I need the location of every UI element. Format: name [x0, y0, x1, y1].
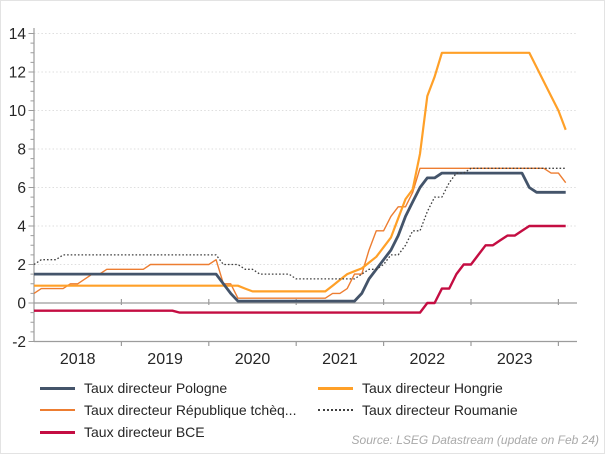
pologne-line-swatch-icon [40, 386, 75, 390]
legend-item-roumanie: Taux directeur Roumanie [318, 399, 585, 421]
svg-text:2021: 2021 [322, 351, 358, 368]
svg-text:-2: -2 [12, 334, 26, 351]
svg-text:0: 0 [17, 296, 26, 313]
svg-text:2020: 2020 [235, 351, 271, 368]
svg-text:2023: 2023 [497, 351, 533, 368]
svg-text:12: 12 [9, 65, 26, 82]
bce-line-swatch-icon [40, 430, 75, 434]
legend-label-pologne: Taux directeur Pologne [84, 380, 228, 396]
svg-text:2: 2 [17, 257, 26, 274]
tcheque-line-swatch-icon [40, 409, 75, 411]
svg-text:2019: 2019 [147, 351, 183, 368]
svg-text:4: 4 [17, 219, 26, 236]
svg-text:14: 14 [9, 26, 27, 43]
legend-label-roumanie: Taux directeur Roumanie [362, 402, 518, 418]
legend-item-hongrie: Taux directeur Hongrie [318, 377, 585, 399]
svg-text:8: 8 [17, 142, 26, 159]
legend-item-tcheque: Taux directeur République tchèq... [40, 399, 318, 421]
chart-legend: Taux directeur Pologne Taux directeur Ho… [40, 377, 585, 443]
svg-text:2018: 2018 [60, 351, 96, 368]
legend-label-hongrie: Taux directeur Hongrie [362, 380, 503, 396]
legend-label-bce: Taux directeur BCE [84, 424, 205, 440]
svg-text:6: 6 [17, 180, 26, 197]
roumanie-line-swatch-icon [318, 409, 353, 411]
legend-label-tcheque: Taux directeur République tchèq... [84, 402, 297, 418]
svg-text:10: 10 [9, 103, 27, 120]
source-note: Source: LSEG Datastream (update on Feb 2… [351, 433, 599, 447]
legend-item-pologne: Taux directeur Pologne [40, 377, 318, 399]
legend-item-bce: Taux directeur BCE [40, 421, 318, 443]
svg-text:2022: 2022 [410, 351, 446, 368]
hongrie-line-swatch-icon [318, 386, 353, 390]
